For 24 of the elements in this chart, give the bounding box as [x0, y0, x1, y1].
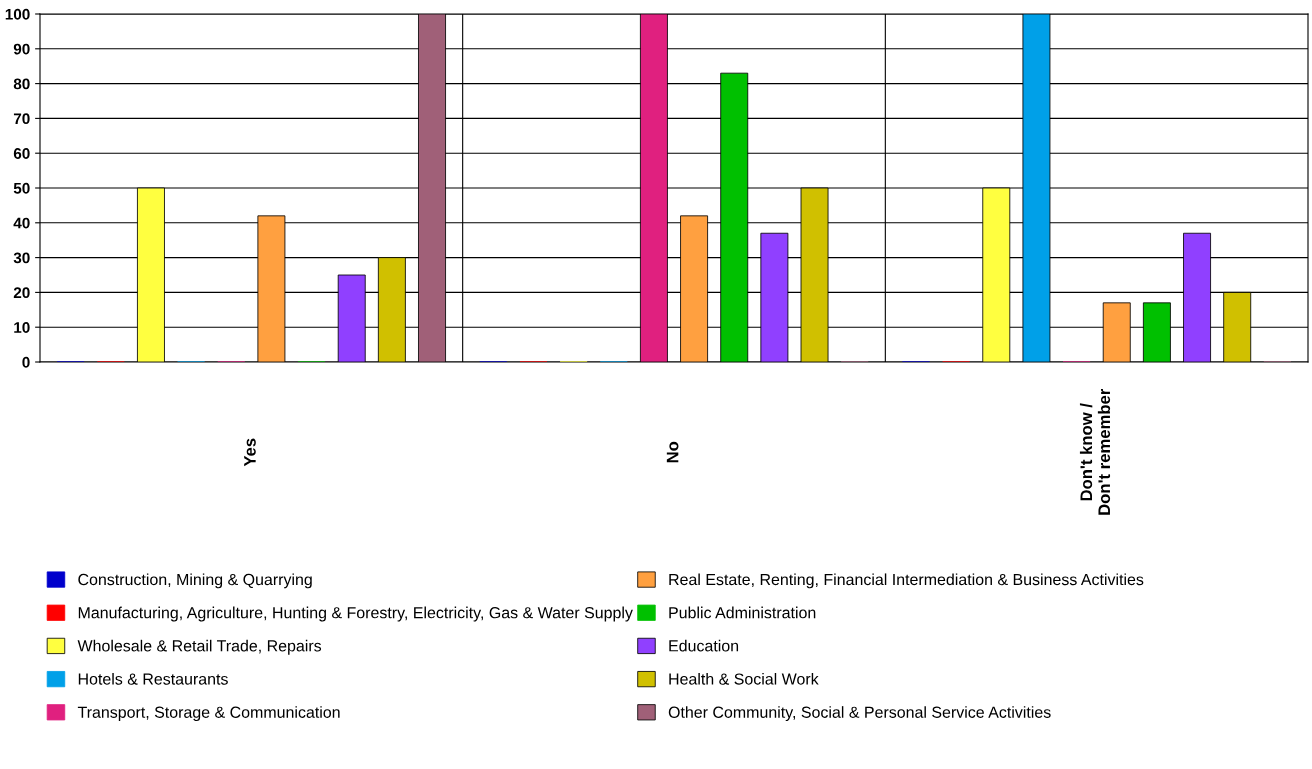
- legend-label: Wholesale & Retail Trade, Repairs: [77, 639, 322, 655]
- y-tick-label: 20: [13, 287, 30, 299]
- y-tick-label: 90: [13, 43, 30, 55]
- y-tick-label: 40: [13, 217, 30, 229]
- x-tick-label: No: [666, 441, 679, 463]
- legend-label: Hotels & Restaurants: [78, 672, 228, 685]
- legend-label: Real Estate, Renting, Financial Intermediation & Business Activities: [669, 573, 1144, 589]
- y-tick-label: 70: [13, 113, 30, 125]
- legend-label: Transport, Storage & Communication: [77, 706, 340, 722]
- x-tick-label: Yes: [244, 438, 256, 467]
- legend-label: Public Administration: [669, 606, 816, 619]
- y-tick-label: 80: [13, 78, 30, 90]
- y-tick-label: 10: [14, 322, 30, 333]
- legend-label: Education: [669, 639, 739, 652]
- y-tick-label: 30: [13, 252, 30, 264]
- y-tick-label: 100: [5, 8, 30, 20]
- legend-label: Construction, Mining & Quarrying: [78, 573, 312, 589]
- y-tick-label: 0: [22, 356, 30, 368]
- legend-label: Manufacturing, Agriculture, Hunting & Forestry, Electricity, Gas & Water Supply: [78, 606, 633, 622]
- legend-label: Health & Social Work: [669, 672, 819, 685]
- y-tick-label: 50: [13, 182, 30, 194]
- x-tick-label: Don't know / Don't remember: [1079, 388, 1111, 515]
- y-tick-label: 60: [13, 148, 30, 159]
- legend-label: Other Community, Social & Personal Service Activities: [668, 706, 1051, 722]
